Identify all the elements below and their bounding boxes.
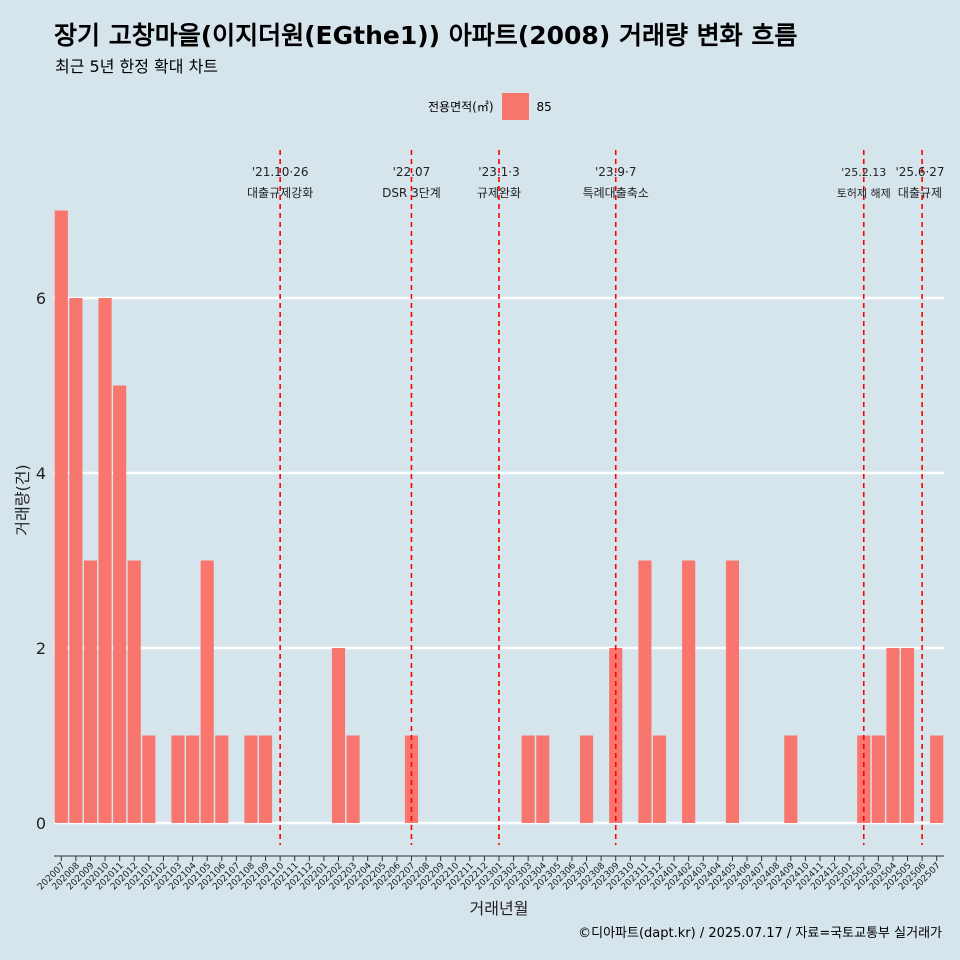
- annotation-date: '21.10·26: [252, 165, 309, 179]
- bar-202007: [54, 210, 68, 823]
- bar-202108: [244, 735, 258, 823]
- bar-202101: [142, 735, 156, 823]
- y-axis-title: 거래량(건): [13, 464, 32, 535]
- bar-202202: [331, 648, 346, 823]
- bar-202103: [171, 735, 185, 823]
- legend-swatch: [501, 93, 529, 120]
- annotation-date: '25.2.13: [841, 166, 886, 179]
- chart-title: 장기 고창마을(이지더원(EGthe1)) 아파트(2008) 거래량 변화 흐…: [54, 21, 798, 50]
- bar-202507: [930, 735, 944, 823]
- bars: [54, 210, 944, 823]
- annotation-label: 대출규제: [898, 186, 942, 200]
- y-tick-label: 2: [36, 639, 46, 658]
- annotation-date: '23.9·7: [595, 165, 636, 179]
- legend: 전용면적(㎡) 85: [428, 93, 552, 120]
- bar-202008: [69, 298, 83, 823]
- y-tick-label: 6: [36, 289, 46, 308]
- legend-item-label: 85: [536, 99, 552, 114]
- bar-202203: [346, 735, 360, 823]
- bar-202402: [682, 560, 696, 823]
- annotation-label: 대출규제강화: [247, 186, 313, 200]
- annotation-label: 토허제 해제: [837, 186, 891, 200]
- bar-202105: [200, 560, 214, 823]
- annotation-date: '22.07: [393, 165, 431, 179]
- bar-202505: [900, 648, 915, 823]
- x-axis-title: 거래년월: [470, 899, 529, 918]
- bar-202502: [857, 735, 871, 823]
- bar-202307: [579, 735, 594, 823]
- bar-202303: [521, 735, 535, 823]
- bar-202409: [784, 735, 798, 823]
- bar-202405: [725, 560, 740, 823]
- source-caption: ©디아파트(dapt.kr) / 2025.07.17 / 자료=국토교통부 실…: [578, 926, 942, 941]
- bar-202011: [113, 385, 127, 823]
- y-tick-label: 0: [36, 814, 46, 833]
- y-tick-label: 4: [36, 464, 46, 483]
- annotation-label: 특례대출축소: [583, 186, 649, 200]
- bar-202106: [215, 735, 229, 823]
- bar-202109: [258, 735, 273, 823]
- annotation-label: 규제완화: [477, 186, 521, 200]
- annotation-date: '25.6·27: [895, 165, 944, 179]
- bar-202009: [83, 560, 98, 823]
- bar-202504: [886, 648, 900, 823]
- annotations: '21.10·26 대출규제강화 '22.07 DSR 3단계 '23.1·3 규제완화 '…: [247, 150, 945, 845]
- bar-202304: [536, 735, 550, 823]
- chart-subtitle: 최근 5년 한정 확대 차트: [55, 57, 219, 76]
- bar-202104: [186, 735, 200, 823]
- bar-202311: [638, 560, 652, 823]
- bar-202503: [871, 735, 885, 823]
- annotation-date: '23.1·3: [478, 165, 519, 179]
- annotation-label: DSR 3단계: [382, 186, 441, 200]
- bar-202010: [98, 298, 112, 823]
- legend-title: 전용면적(㎡): [428, 100, 494, 114]
- bar-202312: [652, 735, 667, 823]
- bar-202207: [404, 735, 419, 823]
- bar-202012: [127, 560, 141, 823]
